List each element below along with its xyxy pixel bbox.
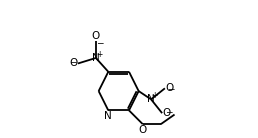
Text: N: N bbox=[92, 53, 100, 63]
Text: −: − bbox=[167, 84, 175, 94]
Text: O: O bbox=[92, 31, 100, 41]
Text: O: O bbox=[70, 59, 78, 68]
Text: N: N bbox=[147, 94, 155, 104]
Text: +: + bbox=[151, 91, 158, 100]
Text: O: O bbox=[162, 108, 170, 118]
Text: O: O bbox=[139, 125, 147, 135]
Text: −: − bbox=[69, 58, 76, 67]
Text: −: − bbox=[165, 107, 172, 116]
Text: −: − bbox=[96, 38, 104, 47]
Text: +: + bbox=[96, 50, 102, 59]
Text: O: O bbox=[165, 83, 173, 93]
Text: N: N bbox=[104, 111, 111, 121]
